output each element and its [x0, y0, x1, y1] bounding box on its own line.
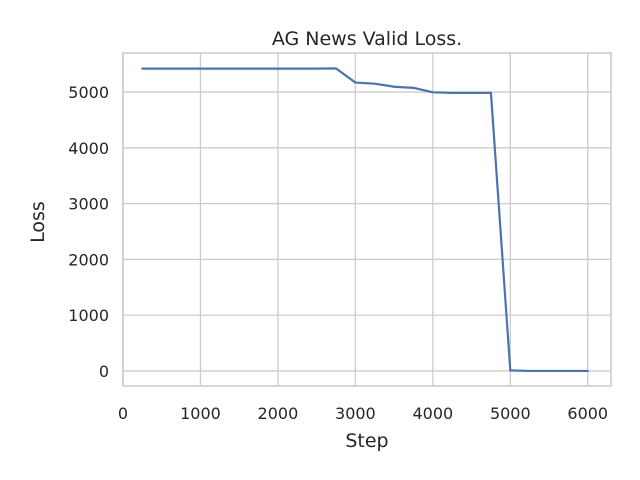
y-axis-ticks: 0 1000 2000 3000 4000 5000: [68, 83, 109, 381]
chart-title: AG News Valid Loss.: [272, 28, 462, 50]
x-tick-label: 3000: [335, 404, 376, 423]
y-tick-label: 4000: [68, 139, 109, 158]
y-tick-label: 5000: [68, 83, 109, 102]
loss-series-line: [141, 67, 589, 373]
grid: [122, 53, 611, 386]
y-tick-label: 0: [99, 362, 109, 381]
x-tick-label: 0: [118, 404, 128, 423]
series-layer: [141, 67, 589, 373]
plot-frame: [122, 52, 612, 387]
x-tick-label: 4000: [412, 404, 453, 423]
x-tick-label: 6000: [567, 404, 608, 423]
x-tick-label: 1000: [180, 404, 221, 423]
y-tick-label: 1000: [68, 306, 109, 325]
y-tick-label: 3000: [68, 195, 109, 214]
y-tick-label: 2000: [68, 250, 109, 269]
x-axis-ticks: 0 1000 2000 3000 4000 5000 6000: [118, 404, 608, 423]
x-tick-label: 5000: [490, 404, 531, 423]
y-axis-label: Loss: [27, 201, 49, 243]
x-tick-label: 2000: [258, 404, 299, 423]
x-axis-label: Step: [345, 430, 388, 452]
